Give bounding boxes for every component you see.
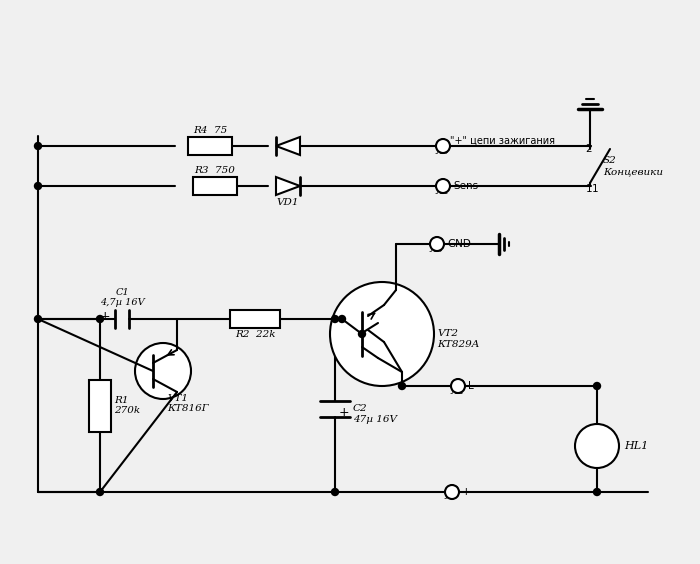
Text: S2
Концевики: S2 Концевики [603, 156, 663, 176]
Circle shape [339, 315, 346, 323]
Text: R1
270k: R1 270k [114, 396, 140, 415]
Text: 2: 2 [585, 144, 592, 154]
Text: +: + [462, 487, 470, 497]
Circle shape [594, 488, 601, 496]
Polygon shape [276, 137, 300, 155]
Circle shape [445, 485, 459, 499]
FancyBboxPatch shape [89, 380, 111, 431]
Circle shape [97, 315, 104, 323]
Polygon shape [276, 177, 300, 195]
Text: R2  22k: R2 22k [234, 330, 275, 339]
Circle shape [594, 382, 601, 390]
Text: 1: 1 [592, 184, 598, 194]
FancyBboxPatch shape [230, 310, 280, 328]
Text: R3  750: R3 750 [195, 166, 235, 175]
Text: X5: X5 [436, 147, 450, 156]
Circle shape [135, 343, 191, 399]
Text: VD1: VD1 [276, 198, 300, 207]
Text: +: + [99, 310, 110, 323]
Circle shape [34, 315, 41, 323]
Circle shape [34, 183, 41, 190]
Circle shape [358, 331, 365, 337]
Circle shape [97, 488, 104, 496]
Text: C1
4,7µ 16V: C1 4,7µ 16V [99, 288, 144, 307]
Text: Sens: Sens [453, 181, 478, 191]
Circle shape [436, 179, 450, 193]
Text: HL1: HL1 [624, 441, 648, 451]
Text: "+" цепи зажигания: "+" цепи зажигания [450, 136, 555, 146]
FancyBboxPatch shape [188, 137, 232, 155]
FancyBboxPatch shape [193, 177, 237, 195]
Text: R4  75: R4 75 [193, 126, 227, 135]
Circle shape [332, 488, 339, 496]
Text: VT2
КТ829A: VT2 КТ829A [437, 329, 480, 349]
Circle shape [575, 424, 619, 468]
Text: C2
47µ 16V: C2 47µ 16V [353, 404, 397, 424]
Text: VT1
КТ816Г: VT1 КТ816Г [167, 394, 209, 413]
Circle shape [330, 282, 434, 386]
Circle shape [398, 382, 405, 390]
Circle shape [332, 315, 339, 323]
Circle shape [436, 139, 450, 153]
Circle shape [430, 237, 444, 251]
Text: +: + [339, 406, 349, 419]
Circle shape [34, 143, 41, 149]
Text: X3: X3 [430, 245, 444, 254]
Text: X2: X2 [451, 387, 465, 396]
Text: X1: X1 [445, 492, 459, 501]
Text: 1: 1 [585, 184, 592, 194]
Circle shape [451, 379, 465, 393]
Text: GND: GND [447, 239, 471, 249]
Text: X4: X4 [436, 187, 450, 196]
Text: L: L [468, 381, 474, 391]
